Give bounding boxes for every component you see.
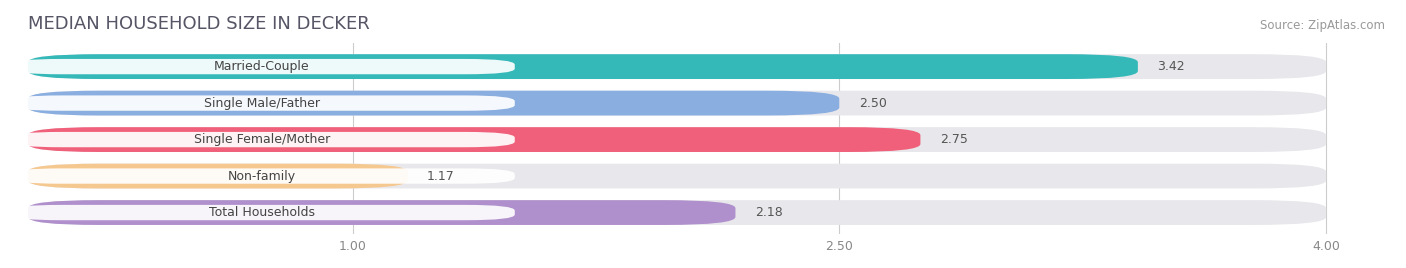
Text: Total Households: Total Households bbox=[208, 206, 315, 219]
Text: Married-Couple: Married-Couple bbox=[214, 60, 309, 73]
FancyBboxPatch shape bbox=[28, 164, 408, 188]
Text: Single Female/Mother: Single Female/Mother bbox=[194, 133, 330, 146]
Text: Single Male/Father: Single Male/Father bbox=[204, 96, 319, 110]
FancyBboxPatch shape bbox=[28, 164, 1326, 188]
FancyBboxPatch shape bbox=[28, 54, 1326, 79]
FancyBboxPatch shape bbox=[11, 168, 515, 184]
Text: Non-family: Non-family bbox=[228, 170, 295, 183]
FancyBboxPatch shape bbox=[28, 91, 839, 116]
FancyBboxPatch shape bbox=[11, 59, 515, 74]
FancyBboxPatch shape bbox=[28, 54, 1137, 79]
Text: MEDIAN HOUSEHOLD SIZE IN DECKER: MEDIAN HOUSEHOLD SIZE IN DECKER bbox=[28, 15, 370, 33]
Text: 1.17: 1.17 bbox=[427, 170, 456, 183]
Text: 2.18: 2.18 bbox=[755, 206, 783, 219]
FancyBboxPatch shape bbox=[28, 200, 735, 225]
FancyBboxPatch shape bbox=[11, 205, 515, 220]
Text: 3.42: 3.42 bbox=[1157, 60, 1185, 73]
Text: 2.75: 2.75 bbox=[939, 133, 967, 146]
Text: 2.50: 2.50 bbox=[859, 96, 887, 110]
FancyBboxPatch shape bbox=[28, 127, 1326, 152]
FancyBboxPatch shape bbox=[11, 132, 515, 147]
FancyBboxPatch shape bbox=[11, 95, 515, 111]
FancyBboxPatch shape bbox=[28, 91, 1326, 116]
Text: Source: ZipAtlas.com: Source: ZipAtlas.com bbox=[1260, 19, 1385, 32]
FancyBboxPatch shape bbox=[28, 127, 921, 152]
FancyBboxPatch shape bbox=[28, 200, 1326, 225]
